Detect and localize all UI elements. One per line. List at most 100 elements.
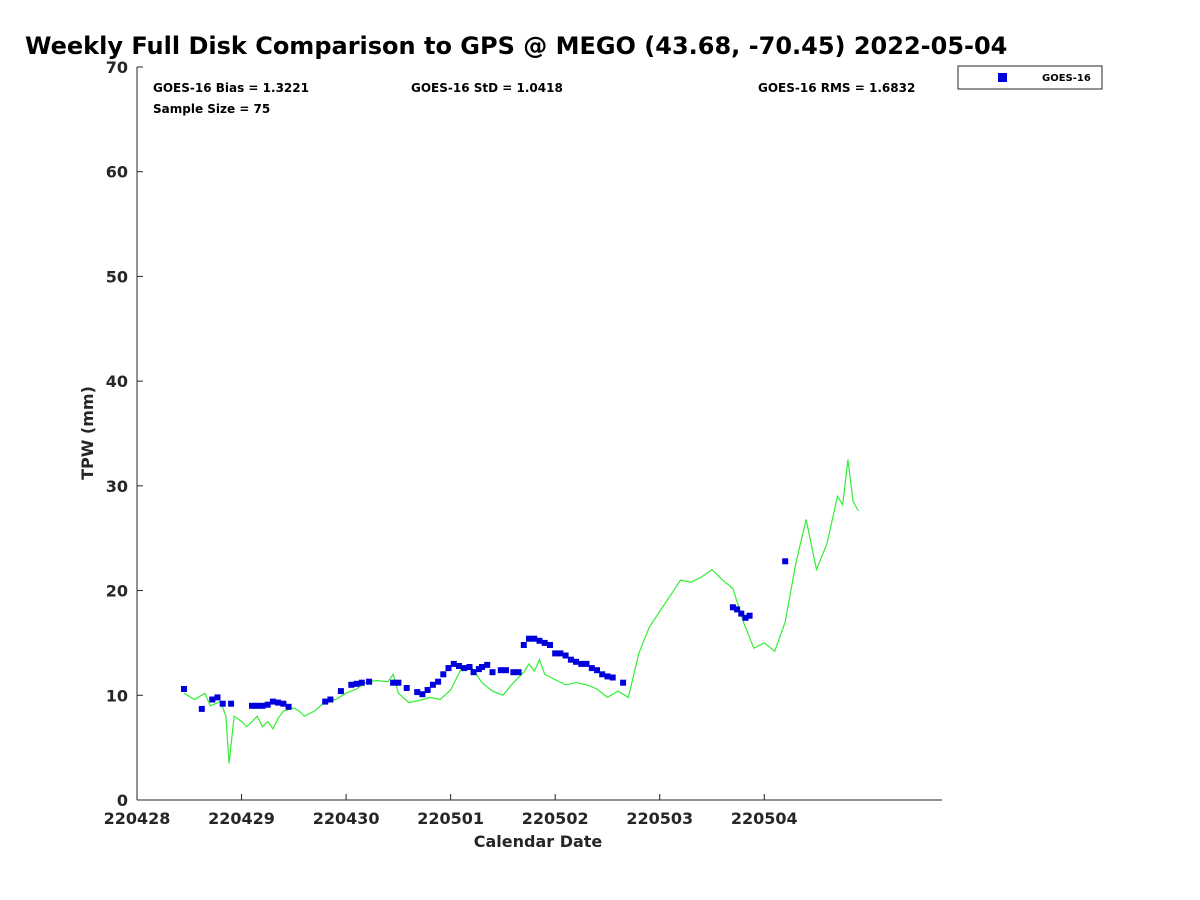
goes-16-point <box>541 639 548 646</box>
goes-16-point <box>547 642 553 648</box>
goes-16-point <box>515 669 522 676</box>
goes-16-point <box>573 658 580 665</box>
stat-sample-size: Sample Size = 75 <box>153 102 270 116</box>
goes-16-point <box>536 637 543 644</box>
goes-16-point <box>470 669 477 676</box>
legend: GOES-16 <box>957 65 1103 90</box>
goes-16-point <box>456 663 462 669</box>
x-tick-label: 220504 <box>731 809 798 828</box>
x-tick-label: 220428 <box>104 809 171 828</box>
goes-16-point <box>440 671 447 678</box>
goes-16-point <box>285 703 292 710</box>
goes-16-point <box>567 656 574 663</box>
goes-16-point <box>599 671 606 678</box>
goes-16-point <box>578 660 585 667</box>
goes-16-point <box>181 686 187 692</box>
goes-16-point <box>209 696 216 703</box>
goes-16-point <box>419 691 426 698</box>
goes-16-point <box>353 680 360 687</box>
goes-16-point <box>734 606 741 613</box>
x-axis-label: Calendar Date <box>474 832 603 851</box>
goes-16-point <box>609 674 616 681</box>
goes-16-point <box>466 664 473 670</box>
y-tick-label: 40 <box>106 372 128 391</box>
stat-std: GOES-16 StD = 1.0418 <box>411 81 563 95</box>
goes-16-point <box>552 650 559 657</box>
goes-16-point <box>254 702 261 709</box>
y-axis-label: TPW (mm) <box>78 386 97 480</box>
goes-16-point <box>403 685 410 691</box>
goes-16-point <box>327 696 334 703</box>
x-ticks: 220428 220429 220430 220501 220502 220503 2205… <box>104 794 798 828</box>
x-tick-label: 220502 <box>522 809 589 828</box>
goes-16-point <box>461 665 468 672</box>
chart-title: Weekly Full Disk Comparison to GPS @ MEG… <box>25 32 1007 60</box>
goes-16-point <box>489 669 496 676</box>
gps-line-series <box>183 459 859 764</box>
legend-box <box>957 65 1103 90</box>
goes-16-point <box>435 678 442 685</box>
goes-16-point <box>531 635 538 642</box>
goes-16-point <box>503 667 509 674</box>
goes-16-point <box>520 642 527 648</box>
goes-16-point <box>219 700 226 707</box>
goes-16-point <box>249 702 255 709</box>
goes-16-point <box>526 635 532 642</box>
y-tick-label: 10 <box>106 686 128 705</box>
axes-frame <box>136 67 942 801</box>
goes-16-point <box>445 665 452 672</box>
goes-16-point <box>259 702 266 709</box>
goes-16-point <box>729 604 736 611</box>
goes-16-point <box>620 679 627 686</box>
x-tick-label: 220501 <box>417 809 484 828</box>
y-tick-label: 20 <box>106 582 128 601</box>
y-tick-label: 0 <box>117 791 128 810</box>
goes-16-point <box>746 612 753 619</box>
goes-16-point <box>742 614 749 621</box>
goes-16-point <box>264 701 271 708</box>
goes-16-point <box>738 610 745 617</box>
goes-16-point <box>214 694 221 701</box>
legend-label-goes-16: GOES-16 <box>1042 73 1091 84</box>
y-tick-label: 70 <box>106 58 128 77</box>
gps-line <box>183 459 859 764</box>
goes-16-point <box>322 698 329 705</box>
goes-16-point <box>337 688 344 695</box>
goes-16-point <box>475 666 482 673</box>
goes-16-point <box>484 661 491 668</box>
goes-16-point <box>604 673 611 680</box>
goes-16-point <box>275 699 282 706</box>
goes-16-point <box>479 664 485 670</box>
goes-16-point <box>198 705 205 712</box>
stat-rms: GOES-16 RMS = 1.6832 <box>758 81 915 95</box>
x-tick-label: 220503 <box>626 809 693 828</box>
goes-16-point <box>429 681 436 688</box>
goes-16-point <box>562 652 569 659</box>
goes-16-point <box>588 665 595 672</box>
goes-16-point <box>280 700 287 707</box>
goes-16-point <box>557 650 564 657</box>
goes-16-point <box>395 679 402 686</box>
goes-16-point <box>450 660 457 667</box>
goes-16-point <box>390 679 397 686</box>
goes-16-point <box>269 698 276 705</box>
goes-16-point <box>594 667 600 674</box>
goes-16-point <box>358 679 365 686</box>
goes-16-point <box>228 700 235 707</box>
y-tick-label: 30 <box>106 477 128 496</box>
y-ticks: 0 10 20 30 40 50 60 70 <box>106 58 143 810</box>
y-tick-label: 60 <box>106 163 128 182</box>
x-tick-label: 220429 <box>208 809 275 828</box>
goes-16-points-series <box>181 558 789 712</box>
goes-16-point <box>424 687 431 693</box>
y-tick-label: 50 <box>106 267 128 286</box>
goes-16-point <box>348 681 355 688</box>
stat-bias: GOES-16 Bias = 1.3221 <box>153 81 309 95</box>
goes-16-point <box>782 558 789 565</box>
goes-16-point <box>366 678 373 685</box>
goes-16-point <box>583 660 590 667</box>
legend-marker-goes-16 <box>998 73 1007 82</box>
goes-16-point <box>510 669 517 676</box>
goes-16-point <box>497 667 504 674</box>
